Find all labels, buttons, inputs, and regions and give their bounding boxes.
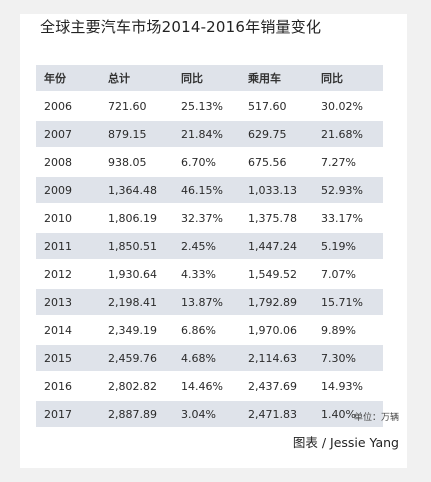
table-row: 2006 721.60 25.13% 517.60 30.02% (36, 93, 383, 121)
cell-total: 2,198.41 (100, 289, 173, 317)
cell-passenger-yoy: 5.19% (313, 233, 383, 261)
cell-total: 879.15 (100, 121, 173, 149)
cell-total: 721.60 (100, 93, 173, 121)
cell-total-yoy: 13.87% (173, 289, 240, 317)
cell-passenger: 1,375.78 (240, 205, 313, 233)
cell-passenger-yoy: 1.40% (313, 401, 383, 429)
cell-total-yoy: 32.37% (173, 205, 240, 233)
table-row: 2015 2,459.76 4.68% 2,114.63 7.30% (36, 345, 383, 373)
cell-total: 1,930.64 (100, 261, 173, 289)
table-row: 2014 2,349.19 6.86% 1,970.06 9.89% (36, 317, 383, 345)
cell-passenger: 1,549.52 (240, 261, 313, 289)
cell-passenger-yoy: 15.71% (313, 289, 383, 317)
cell-passenger-yoy: 14.93% (313, 373, 383, 401)
cell-passenger: 1,970.06 (240, 317, 313, 345)
cell-year: 2013 (36, 289, 100, 317)
cell-passenger-yoy: 52.93% (313, 177, 383, 205)
table-row: 2010 1,806.19 32.37% 1,375.78 33.17% (36, 205, 383, 233)
cell-year: 2009 (36, 177, 100, 205)
cell-total: 2,459.76 (100, 345, 173, 373)
cell-passenger: 675.56 (240, 149, 313, 177)
cell-passenger-yoy: 7.07% (313, 261, 383, 289)
cell-total-yoy: 25.13% (173, 93, 240, 121)
cell-passenger: 1,033.13 (240, 177, 313, 205)
cell-passenger: 1,447.24 (240, 233, 313, 261)
cell-total-yoy: 6.86% (173, 317, 240, 345)
cell-year: 2010 (36, 205, 100, 233)
cell-passenger: 629.75 (240, 121, 313, 149)
cell-total: 1,850.51 (100, 233, 173, 261)
table-title: 全球主要汽车市场2014-2016年销量变化 (40, 18, 322, 36)
table-row: 2012 1,930.64 4.33% 1,549.52 7.07% (36, 261, 383, 289)
cell-passenger-yoy: 9.89% (313, 317, 383, 345)
header-total-yoy: 同比 (173, 65, 240, 93)
cell-passenger-yoy: 7.30% (313, 345, 383, 373)
header-total: 总计 (100, 65, 173, 93)
unit-note: 单位：万辆 (353, 413, 399, 423)
cell-total-yoy: 2.45% (173, 233, 240, 261)
cell-total: 2,349.19 (100, 317, 173, 345)
cell-passenger-yoy: 21.68% (313, 121, 383, 149)
cell-year: 2016 (36, 373, 100, 401)
cell-passenger: 517.60 (240, 93, 313, 121)
table-header-row: 年份 总计 同比 乘用车 同比 (36, 65, 383, 93)
cell-total-yoy: 21.84% (173, 121, 240, 149)
cell-passenger-yoy: 33.17% (313, 205, 383, 233)
cell-total-yoy: 4.33% (173, 261, 240, 289)
cell-year: 2012 (36, 261, 100, 289)
header-passenger: 乘用车 (240, 65, 313, 93)
cell-total-yoy: 6.70% (173, 149, 240, 177)
cell-year: 2015 (36, 345, 100, 373)
cell-passenger: 1,792.89 (240, 289, 313, 317)
cell-year: 2008 (36, 149, 100, 177)
cell-passenger: 2,437.69 (240, 373, 313, 401)
cell-total: 2,802.82 (100, 373, 173, 401)
table-row: 2009 1,364.48 46.15% 1,033.13 52.93% (36, 177, 383, 205)
cell-year: 2014 (36, 317, 100, 345)
header-passenger-yoy: 同比 (313, 65, 383, 93)
cell-passenger: 2,114.63 (240, 345, 313, 373)
cell-total: 2,887.89 (100, 401, 173, 429)
table-row: 2017 2,887.89 3.04% 2,471.83 1.40% (36, 401, 383, 429)
chart-credit: 图表 / Jessie Yang (292, 435, 399, 450)
header-year: 年份 (36, 65, 100, 93)
cell-year: 2011 (36, 233, 100, 261)
cell-year: 2006 (36, 93, 100, 121)
table-row: 2013 2,198.41 13.87% 1,792.89 15.71% (36, 289, 383, 317)
cell-passenger: 2,471.83 (240, 401, 313, 429)
cell-total: 1,806.19 (100, 205, 173, 233)
cell-total-yoy: 4.68% (173, 345, 240, 373)
cell-total-yoy: 14.46% (173, 373, 240, 401)
cell-total-yoy: 46.15% (173, 177, 240, 205)
cell-total: 1,364.48 (100, 177, 173, 205)
cell-passenger-yoy: 30.02% (313, 93, 383, 121)
cell-year: 2007 (36, 121, 100, 149)
table-row: 2016 2,802.82 14.46% 2,437.69 14.93% (36, 373, 383, 401)
cell-total: 938.05 (100, 149, 173, 177)
table-row: 2007 879.15 21.84% 629.75 21.68% (36, 121, 383, 149)
cell-passenger-yoy: 7.27% (313, 149, 383, 177)
cell-year: 2017 (36, 401, 100, 429)
sales-table: 年份 总计 同比 乘用车 同比 2006 721.60 25.13% 517.6… (36, 65, 383, 429)
table-row: 2008 938.05 6.70% 675.56 7.27% (36, 149, 383, 177)
table-row: 2011 1,850.51 2.45% 1,447.24 5.19% (36, 233, 383, 261)
cell-total-yoy: 3.04% (173, 401, 240, 429)
